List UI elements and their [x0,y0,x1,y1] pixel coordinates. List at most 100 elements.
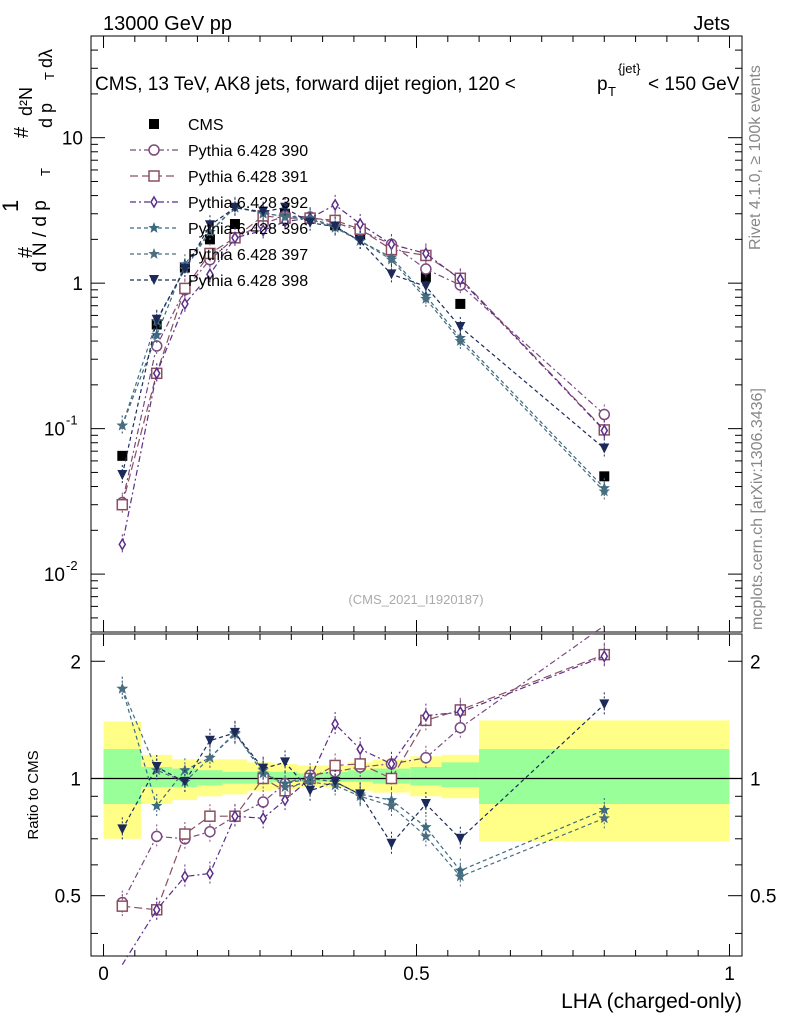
ratio-point [454,870,466,882]
series-line [121,204,605,545]
y-axis-label-ratio: Ratio to CMS [25,750,42,839]
legend-marker [148,144,160,156]
ratio-line [121,688,605,872]
ratio-tick-label-right: 1 [750,769,761,790]
data-point [455,321,466,332]
data-point [259,224,268,237]
ratio-uncertainty-bands [91,720,742,842]
x-tick-label: 1 [724,964,735,985]
ratio-point [600,649,609,663]
data-point [229,219,240,230]
ratio-point [258,763,269,774]
data-point [179,264,190,275]
y-tick-label: 10 [62,129,83,150]
ratio-point [259,811,268,825]
series-line [121,207,605,476]
data-point [455,298,466,309]
legend: CMS Pythia 6.428 390 Pythia 6.428 391 Pythi… [130,117,308,290]
ratio-point [422,709,430,723]
ratio-point [329,759,341,772]
ratio-point [179,764,191,776]
plot-title-sup: {jet} [618,61,641,76]
ratio-point [179,828,191,840]
ylabel-numer: d²N [16,87,36,116]
stat-uncertainty-band [441,762,480,788]
stat-uncertainty-band [141,767,173,788]
plot-title: CMS, 13 TeV, AK8 jets, forward dijet reg… [95,61,740,99]
ylabel-dl: dλ [36,49,56,68]
ratio-point [206,867,214,880]
ratio-point [116,682,128,694]
legend-label: Pythia 6.428 397 [188,247,308,264]
data-point [229,202,240,213]
ratio-point [204,735,215,746]
data-point [204,220,215,231]
ratio-point [420,798,431,809]
ylabel-hash2: # [11,126,33,138]
stat-uncertainty-band [410,767,442,786]
y-tick-label-exp: -2 [66,558,78,573]
ratio-point [280,757,291,768]
ratio-point [354,758,366,770]
plot-title-p: p [597,74,608,95]
data-point [598,408,611,421]
site-label: mcplots.cern.ch [arXiv:1306.3436] [749,388,766,630]
data-point [181,297,189,311]
ylabel-hash1: # [15,246,37,258]
ratio-point [117,824,128,835]
ratio-point [355,789,366,800]
series-pythia-6.428-396 [116,196,610,499]
data-point [330,221,341,232]
ratio-point [281,793,289,807]
ratio-point [454,721,467,734]
ylabel-T2: T [42,72,57,80]
legend-marker [148,170,160,182]
ratio-tick-label-right: 2 [750,652,761,673]
data-point [151,314,162,325]
legend-label: Pythia 6.428 392 [188,195,308,212]
data-point [454,335,466,346]
plot-title-sub: T [608,84,616,99]
stat-uncertainty-band [197,770,223,786]
data-point [231,231,239,245]
main-data-layer [116,194,611,555]
data-point [420,281,431,292]
analysis-watermark: (CMS_2021_I1920187) [348,592,483,607]
data-point [151,329,163,340]
data-point [150,340,163,352]
legend-marker [150,195,158,209]
ylabel-one: 1 [0,200,23,212]
ratio-point [455,833,466,844]
ratio-point [598,804,610,815]
ylabel-den: d N / d p [30,200,51,272]
x-axis-label: LHA (charged-only) [561,990,742,1013]
ratio-point [116,900,129,912]
rivet-version-label: Rivet 4.1.0, ≥ 100k events [747,65,764,250]
ratio-point [151,762,162,773]
legend-marker [148,248,160,259]
data-point [355,235,366,246]
ratio-point [204,751,216,763]
data-point [118,537,127,551]
y-axis-label-upper: # 1 d N / d p T # d²N d p T dλ [0,49,57,272]
legend-label: CMS [188,117,224,134]
ratio-point [231,809,239,823]
y-tick-label-exp: -1 [66,413,78,428]
data-point [152,366,161,380]
data-point [599,471,610,482]
ratio-tick-label-right: 0.5 [750,887,776,908]
ratio-point [150,830,163,843]
stat-uncertainty-band [103,749,142,804]
ratio-point [304,775,316,787]
series-pythia-6.428-397 [116,197,610,502]
data-point [204,247,216,260]
ratio-tick-label: 1 [70,769,81,790]
ratio-point [387,757,396,771]
data-point [305,217,316,228]
data-point [116,498,129,511]
data-point [117,450,128,461]
ratio-point [598,812,610,824]
data-point [600,424,609,438]
y-tick-label: 10 [44,420,65,441]
ratio-line [121,688,605,878]
